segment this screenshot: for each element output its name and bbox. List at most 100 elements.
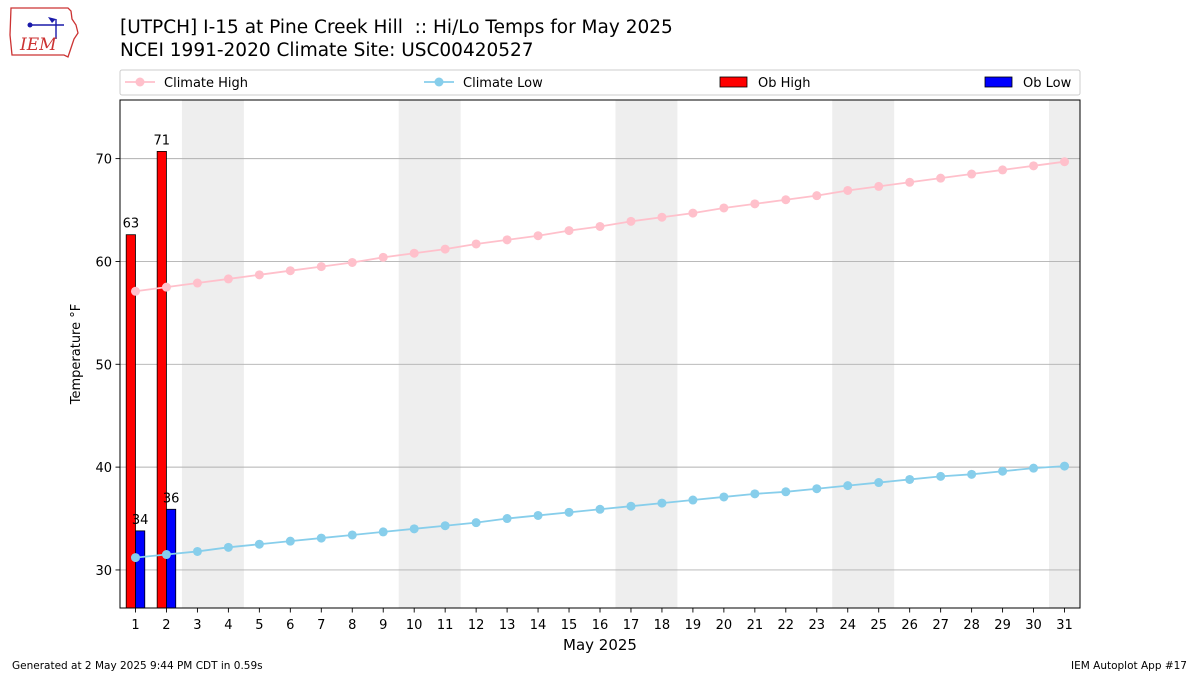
- climate-low-point: [223, 542, 233, 552]
- climate-low-point: [347, 530, 357, 540]
- climate-low-point: [316, 533, 326, 543]
- x-tick-label: 6: [286, 618, 294, 633]
- climate-low-point: [564, 507, 574, 517]
- climate-low-point: [719, 492, 729, 502]
- weekend-band: [832, 100, 895, 608]
- legend-climate-high-label: Climate High: [164, 76, 248, 91]
- x-tick-label: 24: [839, 618, 856, 633]
- climate-low-point: [843, 481, 853, 491]
- generated-note: Generated at 2 May 2025 9:44 PM CDT in 0…: [12, 660, 263, 672]
- y-axis-label: Temperature °F: [69, 304, 84, 405]
- x-tick-label: 16: [592, 618, 609, 633]
- ob-low-bar: [135, 530, 146, 609]
- climate-high-point: [130, 286, 140, 296]
- climate-high-point: [626, 216, 636, 226]
- climate-low-point: [533, 510, 543, 520]
- climate-high-point: [564, 226, 574, 236]
- climate-high-point: [378, 252, 388, 262]
- legend-ob-high-label: Ob High: [758, 76, 811, 91]
- x-axis-ticks: 1 2 3 4 5 6 7 8 9 10 11 12 13 14 15 16 17 18 19 20 21 22 23 24 2…: [131, 608, 1073, 633]
- climate-low-point: [688, 495, 698, 505]
- x-tick-label: 3: [193, 618, 201, 633]
- x-tick-label: 15: [561, 618, 578, 633]
- climate-high-point: [781, 195, 791, 205]
- climate-low-point: [626, 501, 636, 511]
- chart-title: [UTPCH] I-15 at Pine Creek Hill :: Hi/Lo…: [120, 17, 673, 38]
- climate-high-point: [688, 208, 698, 218]
- climate-high-point: [347, 257, 357, 267]
- x-tick-label: 10: [406, 618, 423, 633]
- climate-low-point: [874, 478, 884, 488]
- y-tick-label: 70: [95, 153, 112, 168]
- legend-ob-low-swatch: [984, 76, 1013, 88]
- climate-high-point: [316, 262, 326, 272]
- x-tick-label: 5: [255, 618, 263, 633]
- climate-low-point: [471, 518, 481, 528]
- climate-low-point: [1029, 463, 1039, 473]
- legend-ob-low-label: Ob Low: [1023, 76, 1072, 91]
- x-tick-label: 22: [778, 618, 795, 633]
- ob-high-bar-label: 71: [154, 133, 171, 148]
- y-tick-label: 60: [95, 255, 112, 270]
- climate-high-point: [750, 199, 760, 209]
- climate-high-point: [1060, 157, 1070, 167]
- x-tick-label: 18: [654, 618, 671, 633]
- climate-high-point: [998, 165, 1008, 175]
- y-tick-label: 40: [95, 461, 112, 476]
- weekend-band: [181, 100, 244, 608]
- climate-low-point: [595, 504, 605, 514]
- x-tick-label: 19: [685, 618, 702, 633]
- climate-low-point: [812, 484, 822, 494]
- y-tick-label: 30: [95, 564, 112, 579]
- climate-high-point: [409, 248, 419, 258]
- climate-high-point: [874, 181, 884, 191]
- x-tick-label: 27: [932, 618, 949, 633]
- climate-high-point: [812, 191, 822, 201]
- gridlines: [120, 158, 1080, 571]
- chart-subtitle: NCEI 1991-2020 Climate Site: USC00420527: [120, 40, 534, 61]
- x-tick-label: 31: [1056, 618, 1073, 633]
- legend-box: [119, 69, 1081, 96]
- climate-low-point: [192, 546, 202, 556]
- climate-low-point: [378, 527, 388, 537]
- x-tick-label: 9: [379, 618, 387, 633]
- x-tick-label: 30: [1025, 618, 1042, 633]
- x-tick-label: 4: [224, 618, 232, 633]
- series-lines: [130, 157, 1070, 563]
- climate-high-point: [1029, 161, 1039, 171]
- weekend-bands: [181, 100, 1080, 608]
- climate-high-point: [657, 212, 667, 222]
- bar-labels: 63 71 34 36: [123, 133, 180, 527]
- weekend-band: [1049, 100, 1080, 608]
- climate-low-point: [161, 550, 171, 560]
- x-tick-label: 21: [747, 618, 764, 633]
- climate-high-point: [595, 221, 605, 231]
- legend-ob-high-swatch: [719, 76, 748, 88]
- legend-climate-high-marker: [135, 77, 145, 87]
- weekend-band: [615, 100, 678, 608]
- climate-high-point: [223, 274, 233, 284]
- climate-high-point: [192, 278, 202, 288]
- climate-high-point: [533, 231, 543, 241]
- legend-climate-low-marker: [434, 77, 444, 87]
- x-tick-label: 29: [994, 618, 1011, 633]
- x-tick-label: 2: [162, 618, 170, 633]
- x-tick-label: 17: [623, 618, 640, 633]
- climate-low-point: [750, 489, 760, 499]
- logo-text: IEM: [19, 35, 57, 55]
- ob-high-bar-label: 63: [123, 217, 140, 232]
- x-tick-label: 7: [317, 618, 325, 633]
- x-tick-label: 13: [499, 618, 516, 633]
- climate-low-point: [285, 536, 295, 546]
- climate-low-point: [409, 524, 419, 534]
- climate-high-point: [936, 173, 946, 183]
- climate-low-point: [657, 498, 667, 508]
- climate-high-point: [471, 239, 481, 249]
- weekend-band: [398, 100, 461, 608]
- climate-low-point: [254, 539, 264, 549]
- plot-frame: [119, 99, 1081, 609]
- climate-high-point: [254, 270, 264, 280]
- climate-low-point: [905, 474, 915, 484]
- y-axis-ticks: 30 40 50 60 70: [95, 153, 120, 579]
